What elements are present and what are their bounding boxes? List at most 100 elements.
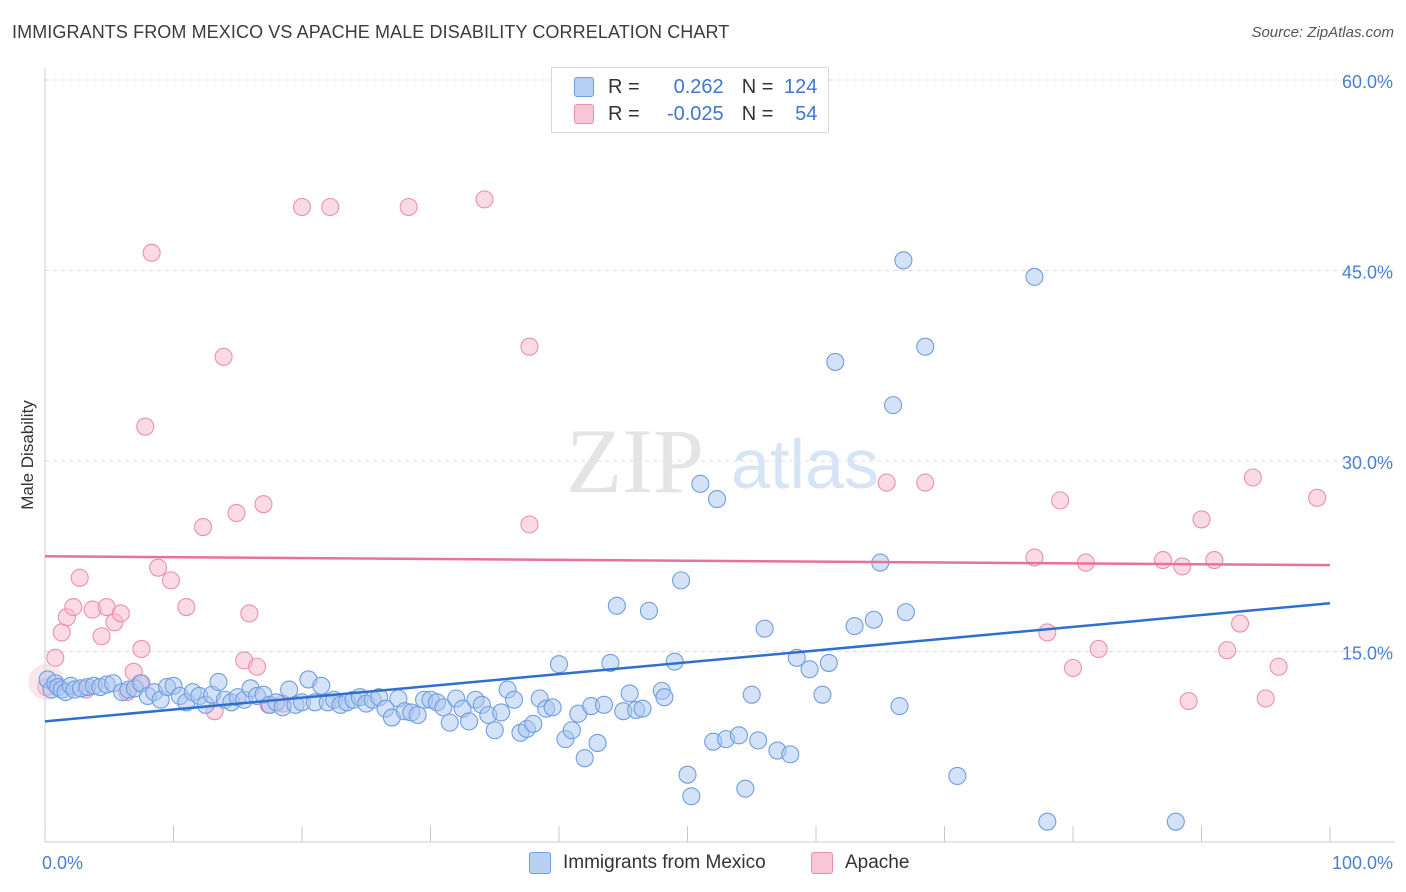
apache-point [520,337,539,356]
apache-point [149,558,168,577]
apache-point [1179,691,1198,711]
mexico-point [708,490,727,509]
apache-point [70,568,89,587]
mexico-point [736,779,755,798]
apache-point [227,504,246,523]
mexico-point [1166,812,1185,831]
mexico-point [890,697,909,716]
bottom-legend-swatch-blue [529,852,551,874]
legend-n-value: 54 [795,102,818,125]
legend-r-value: -0.025 [666,102,724,125]
x-tick-label: 0.0% [42,853,83,873]
legend-n-value: 124 [784,75,818,98]
mexico-point [543,698,562,717]
apache-points [28,190,1327,721]
apache-point [52,623,71,642]
apache-point [1025,548,1044,567]
mexico-point [672,571,691,590]
apache-point [161,571,180,590]
apache-point [399,197,418,217]
mexico-point [819,653,838,672]
source-credit: Source: ZipAtlas.com [1251,24,1394,41]
mexico-point [896,603,916,622]
apache-point [1038,623,1057,642]
bottom-legend-swatch-pink [811,852,833,874]
legend-r-label: R = [608,75,640,98]
mexico-point [655,688,674,707]
legend-swatch-blue [574,77,594,97]
apache-point [520,515,539,534]
mexico-point [826,352,845,371]
mexico-point [524,714,543,733]
apache-point [1231,614,1250,633]
mexico-point [594,695,614,714]
mexico-point [620,684,639,703]
mexico-point [588,733,607,752]
chart-title: IMMIGRANTS FROM MEXICO VS APACHE MALE DI… [12,22,730,42]
mexico-point [639,601,659,620]
apache-point [475,190,494,209]
apache-point [1256,689,1275,708]
mexico-point [916,337,935,356]
mexico-point [678,765,697,784]
apache-point [194,517,213,537]
apache-point [1063,658,1083,678]
mexico-point [682,787,701,806]
bottom-legend-apache: Apache [811,852,909,874]
mexico-point [209,672,228,692]
apache-point [1051,491,1070,510]
mexico-point [864,610,883,629]
tick-labels: 15.0% 30.0% 45.0% 60.0% 0.0% 100.0% [42,72,1393,873]
grid-lines [45,79,1395,652]
legend-row-apache: R = -0.025 N = 54 [574,101,817,127]
mexico-point [607,596,626,615]
correlation-legend: R = 0.262 N = 124 R = -0.025 N = 54 [551,67,829,133]
mexico-point [601,653,620,672]
apache-point [142,243,161,262]
y-tick-label: 60.0% [1342,72,1393,92]
mexico-point [894,251,913,270]
apache-point [1089,639,1108,659]
watermark-zip: ZIP [566,410,704,512]
apache-point [1205,551,1224,570]
mexico-point [434,698,453,717]
mexico-point [485,721,504,740]
mexico-point [884,396,903,415]
mexico-point [549,655,569,674]
apache-point [240,604,259,623]
mexico-point [440,713,459,732]
mexico-point [1025,267,1044,286]
y-tick-label: 45.0% [1342,263,1393,283]
x-tick-label: 100.0% [1332,853,1393,873]
mexico-point [729,726,748,745]
apache-point [132,639,151,659]
apache-point [136,417,155,436]
apache-point [916,473,935,492]
legend-n-label: N = [741,102,774,125]
mexico-point [492,703,511,722]
mexico-point [755,619,774,638]
mexico-point [845,617,864,636]
mexico-points [38,251,1185,831]
mexico-point [280,680,299,699]
apache-point [1308,488,1327,507]
mexico-point [408,705,427,725]
bottom-legend-label-mexico: Immigrants from Mexico [563,852,766,873]
legend-r-value: 0.262 [673,75,724,98]
y-tick-label: 15.0% [1342,644,1393,664]
apache-point [64,597,83,617]
mexico-point [781,745,800,764]
legend-swatch-pink [574,104,594,124]
mexico-point [1038,812,1057,831]
watermark: ZIP atlas [566,410,879,512]
y-tick-label: 30.0% [1342,453,1393,473]
bottom-legend-label-apache: Apache [845,852,910,873]
apache-point [321,197,340,217]
apache-point [1153,551,1172,570]
mexico-point [575,749,594,768]
apache-point [1192,510,1211,529]
mexico-point [800,660,819,679]
mexico-point [948,766,967,786]
apache-point [111,604,130,623]
